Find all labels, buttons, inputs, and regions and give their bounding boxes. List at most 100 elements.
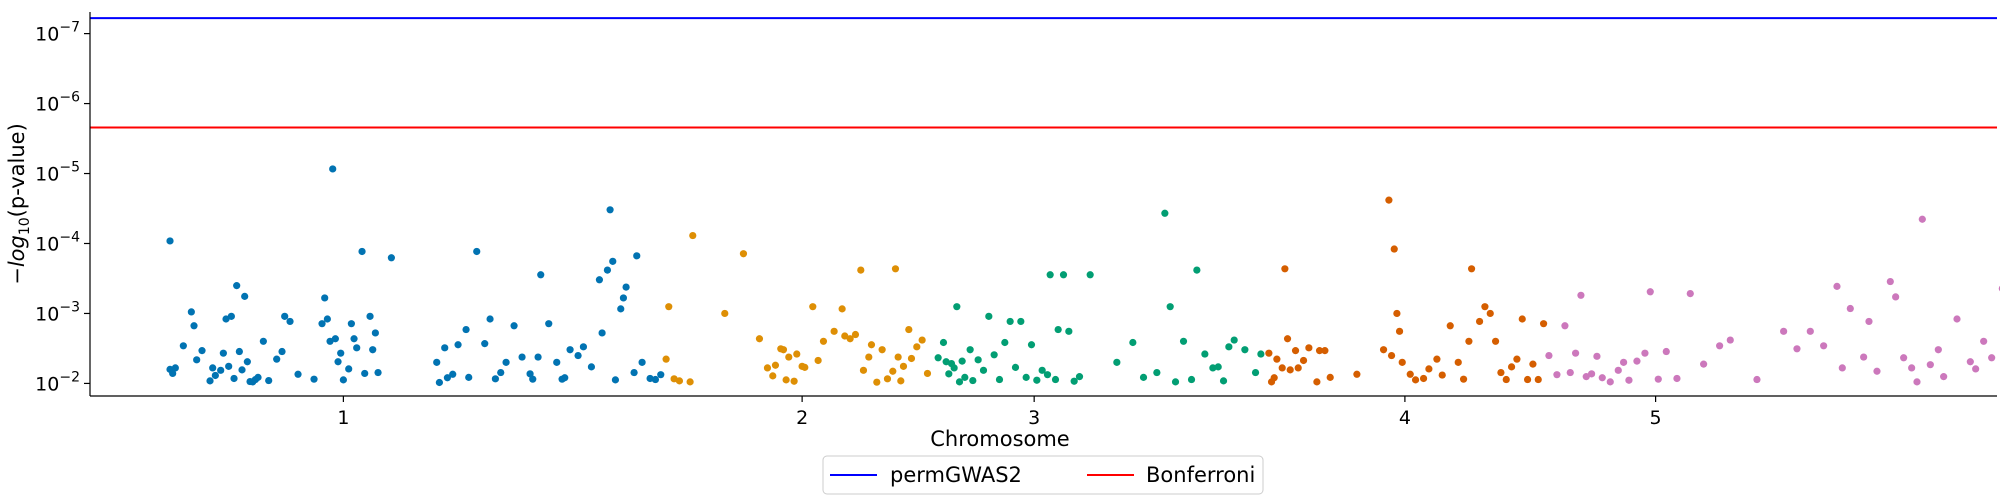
data-point <box>969 376 977 385</box>
data-point <box>433 358 441 366</box>
data-point <box>1283 335 1292 343</box>
data-point <box>1726 336 1734 344</box>
data-point <box>1193 266 1201 274</box>
data-point <box>619 294 628 302</box>
data-point <box>913 343 921 351</box>
data-point <box>518 353 526 361</box>
data-point <box>1700 360 1708 368</box>
y-tick-label: 10−3 <box>35 299 80 325</box>
data-point <box>979 366 988 374</box>
data-point <box>1972 365 1980 373</box>
data-point <box>526 370 534 378</box>
data-point <box>441 344 449 352</box>
legend-label-permgwas2: permGWAS2 <box>890 463 1022 487</box>
data-point <box>486 315 494 323</box>
data-point <box>1561 322 1569 330</box>
data-point <box>1908 364 1916 372</box>
data-point <box>638 358 646 366</box>
data-point <box>1587 370 1596 378</box>
data-point <box>1846 304 1854 313</box>
data-point <box>1398 358 1406 366</box>
data-point <box>1545 351 1553 360</box>
data-point <box>1043 371 1052 379</box>
data-point <box>793 350 801 358</box>
data-point <box>579 343 588 351</box>
data-point <box>755 335 764 343</box>
data-point <box>1411 376 1420 384</box>
data-point <box>1838 364 1846 372</box>
data-point <box>1257 350 1265 358</box>
data-point <box>1446 322 1454 330</box>
data-point <box>841 332 849 340</box>
data-point <box>785 353 793 361</box>
data-point <box>1716 342 1724 350</box>
data-point <box>1054 325 1062 334</box>
data-point <box>907 354 916 363</box>
data-point <box>958 357 966 365</box>
data-point <box>867 341 876 349</box>
data-point <box>387 254 395 262</box>
data-point <box>1046 271 1054 279</box>
data-point <box>230 374 238 383</box>
data-point <box>950 364 958 372</box>
data-point <box>1086 271 1094 279</box>
data-point <box>1139 373 1148 381</box>
data-point <box>273 355 281 363</box>
data-point <box>1918 215 1926 223</box>
data-point <box>630 368 638 377</box>
data-point <box>1625 376 1633 384</box>
data-point <box>1305 344 1313 352</box>
data-point <box>1833 282 1841 290</box>
data-point <box>689 231 697 240</box>
data-point <box>1201 350 1209 358</box>
data-point <box>1406 370 1414 378</box>
threshold-lines <box>90 17 1997 129</box>
data-point <box>1577 291 1585 299</box>
data-point <box>1438 371 1446 379</box>
data-point <box>294 370 302 378</box>
data-point <box>1534 375 1542 384</box>
data-point <box>1886 277 1894 286</box>
data-point <box>1209 364 1217 372</box>
data-point <box>830 327 838 335</box>
data-point <box>1385 196 1393 204</box>
y-tick-label: 10−6 <box>35 90 80 116</box>
data-point <box>905 325 913 334</box>
data-point <box>235 347 243 356</box>
data-point <box>633 252 641 260</box>
data-point <box>241 292 249 300</box>
data-point <box>838 305 846 313</box>
data-point <box>1070 377 1078 385</box>
data-point <box>1654 375 1662 383</box>
data-point <box>1780 327 1788 335</box>
data-point <box>1059 271 1068 279</box>
data-point <box>966 346 974 354</box>
data-point <box>334 358 342 366</box>
data-point <box>193 356 201 364</box>
data-point <box>934 354 942 362</box>
data-point <box>497 368 505 377</box>
data-point <box>454 341 462 349</box>
data-point <box>595 276 604 284</box>
data-point <box>1633 357 1641 365</box>
data-point <box>1153 368 1161 377</box>
x-tick-label: 5 <box>1650 407 1662 429</box>
data-point <box>510 322 518 330</box>
data-point <box>809 303 817 311</box>
data-point <box>1553 371 1561 379</box>
data-point <box>278 347 286 356</box>
data-point <box>529 375 537 383</box>
data-points <box>166 165 2000 387</box>
data-point <box>646 374 654 383</box>
data-point <box>227 312 235 320</box>
data-point <box>801 363 809 371</box>
data-point <box>782 376 790 384</box>
y-ticks: 10−7 10−6 10−5 10−4 10−3 10−2 <box>35 20 90 395</box>
data-point <box>1425 365 1433 373</box>
data-point <box>481 340 489 348</box>
data-point <box>1265 349 1273 357</box>
data-point <box>846 335 854 343</box>
data-point <box>1475 317 1484 326</box>
data-point <box>1598 374 1606 382</box>
